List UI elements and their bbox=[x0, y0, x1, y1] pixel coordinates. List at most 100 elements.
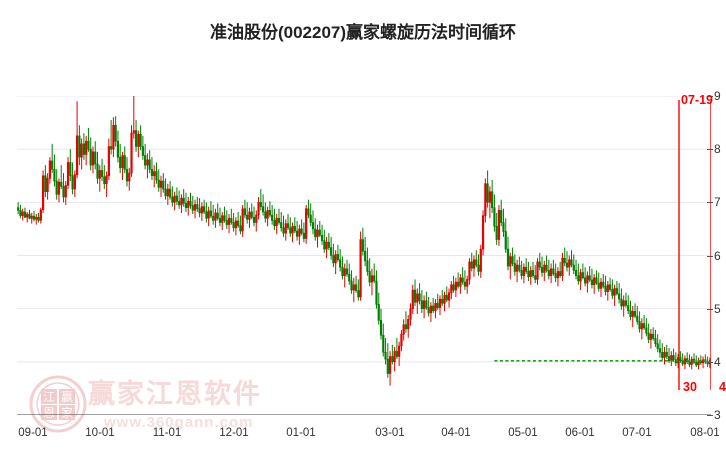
candle-body bbox=[466, 279, 469, 287]
candle-body bbox=[62, 186, 65, 198]
candle-body bbox=[216, 212, 219, 219]
candle-body bbox=[148, 159, 151, 170]
candle-body bbox=[534, 275, 537, 280]
candle-body bbox=[434, 303, 437, 312]
candle-body bbox=[223, 215, 226, 221]
candle-body bbox=[164, 188, 167, 197]
candle-body bbox=[667, 356, 671, 362]
candle-body bbox=[189, 200, 192, 206]
candle-body bbox=[602, 281, 605, 287]
candle-body bbox=[477, 264, 480, 272]
candle-body bbox=[547, 270, 550, 277]
candle-body bbox=[78, 135, 81, 158]
y-axis-tick bbox=[707, 415, 713, 416]
candle-body bbox=[656, 343, 659, 349]
x-axis-tick-label: 04-01 bbox=[441, 427, 471, 439]
candle-body bbox=[98, 170, 101, 179]
candle-body bbox=[384, 351, 387, 360]
candle-body bbox=[320, 234, 324, 241]
candle-body bbox=[76, 135, 79, 175]
candle-body bbox=[379, 320, 383, 336]
y-axis-tick bbox=[707, 202, 713, 204]
candle-body bbox=[73, 174, 76, 190]
candle-body bbox=[423, 300, 426, 309]
candle-body bbox=[418, 293, 421, 301]
candle-body bbox=[110, 146, 113, 150]
x-axis-tick-label: 01-01 bbox=[286, 427, 316, 439]
candle-body bbox=[470, 261, 473, 269]
candle-body bbox=[125, 169, 129, 182]
candle-body bbox=[51, 160, 54, 170]
candle-body bbox=[481, 215, 485, 250]
candle-body bbox=[370, 275, 374, 283]
candle-body bbox=[116, 140, 120, 158]
candle-body bbox=[382, 334, 385, 353]
candle-body bbox=[166, 188, 169, 197]
candle-body bbox=[295, 230, 299, 237]
cycle-count-label: 30 bbox=[683, 380, 697, 394]
candle-body bbox=[243, 208, 247, 216]
candle-body bbox=[522, 266, 525, 277]
candle-body bbox=[57, 181, 61, 195]
candle-body bbox=[488, 191, 491, 203]
candle-body bbox=[447, 292, 451, 301]
candle-body bbox=[672, 355, 675, 361]
candle-body bbox=[134, 130, 138, 147]
candle-body bbox=[23, 211, 27, 218]
candle-body bbox=[581, 272, 584, 279]
candle-body bbox=[579, 272, 582, 282]
candle-body bbox=[325, 241, 328, 250]
candle-body bbox=[19, 210, 22, 216]
candle-body bbox=[631, 311, 634, 317]
candle-body bbox=[311, 222, 315, 230]
candle-body bbox=[608, 284, 612, 290]
candle-body bbox=[513, 263, 516, 272]
candle-body bbox=[445, 295, 448, 301]
y-axis-tick bbox=[707, 308, 713, 310]
y-axis-tick bbox=[707, 255, 713, 257]
candle-body bbox=[35, 216, 38, 220]
candle-body bbox=[398, 345, 401, 357]
y-axis-tick-label: 7 bbox=[714, 195, 721, 210]
candle-body bbox=[180, 197, 183, 206]
x-axis-tick-label: 06-01 bbox=[565, 427, 595, 439]
candle-body bbox=[193, 204, 197, 211]
candle-body bbox=[94, 151, 97, 165]
candle-body bbox=[461, 277, 464, 283]
candle-body bbox=[409, 308, 412, 320]
candle-body bbox=[391, 356, 394, 363]
candle-body bbox=[82, 143, 86, 155]
candle-body bbox=[271, 214, 274, 221]
candle-body bbox=[695, 362, 698, 366]
candle-body bbox=[234, 220, 237, 229]
candle-body bbox=[44, 175, 47, 192]
candle-body bbox=[291, 225, 294, 234]
y-axis-tick bbox=[707, 96, 713, 97]
candle-body bbox=[146, 159, 149, 166]
candle-body bbox=[565, 262, 569, 268]
candle-body bbox=[620, 298, 623, 307]
candle-body bbox=[334, 254, 337, 264]
candle-body bbox=[132, 130, 135, 134]
candle-body bbox=[459, 277, 462, 287]
candle-body bbox=[282, 227, 285, 234]
candle-body bbox=[595, 277, 598, 284]
candle-body bbox=[155, 171, 158, 181]
candle-body bbox=[71, 175, 74, 190]
candle-body bbox=[289, 227, 292, 234]
candle-body bbox=[203, 206, 206, 213]
candle-body bbox=[413, 289, 417, 303]
candle-body bbox=[515, 264, 519, 272]
candle-body bbox=[41, 175, 45, 211]
candle-body bbox=[518, 264, 521, 271]
candle-body bbox=[85, 140, 88, 155]
candle-body bbox=[261, 206, 265, 213]
candle-body bbox=[230, 217, 233, 223]
candle-body bbox=[30, 215, 33, 219]
candle-body bbox=[543, 264, 546, 273]
candle-body bbox=[121, 155, 124, 169]
candlestick-plot-area[interactable] bbox=[17, 96, 711, 415]
candle-body bbox=[144, 155, 147, 166]
candle-body bbox=[561, 257, 564, 277]
